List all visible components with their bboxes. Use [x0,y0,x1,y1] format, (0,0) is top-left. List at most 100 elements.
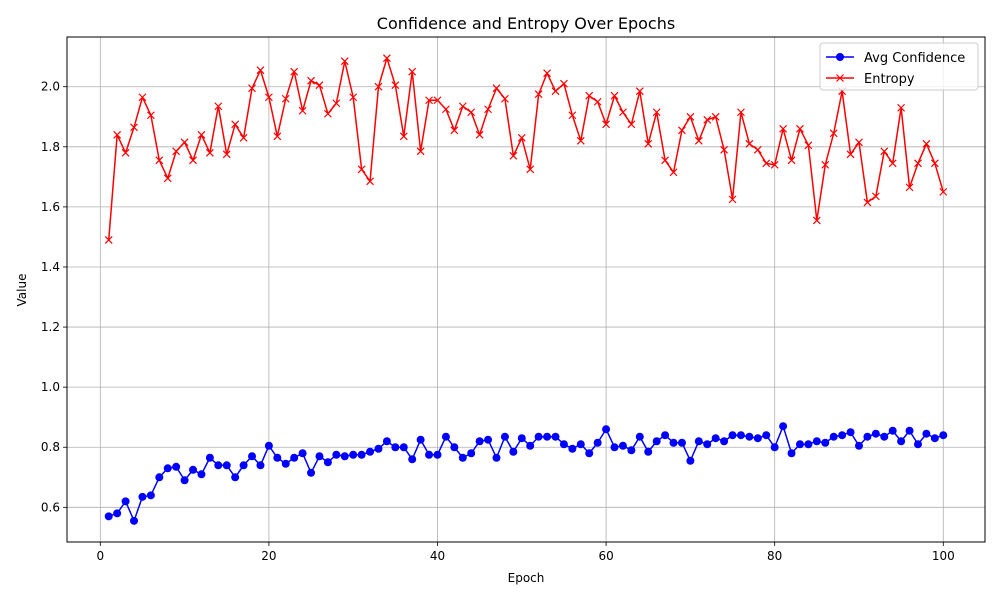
data-point [930,434,939,443]
data-point [593,97,602,106]
data-point [762,159,771,168]
y-axis: 0.6 0.8 1.0 1.2 1.4 1.6 1.8 2.0 [41,80,67,514]
data-point [307,468,316,477]
data-point [914,159,922,168]
data-point [391,443,400,452]
data-point [871,192,880,201]
y-tick-label: 1.6 [41,200,60,214]
data-point [560,79,568,88]
data-point [728,431,737,440]
data-point [298,449,307,458]
data-point [441,105,450,114]
data-point [686,112,695,121]
data-point [264,441,273,450]
data-point [711,434,720,443]
data-point [635,87,644,96]
data-point [366,177,374,186]
series-layer [104,54,948,525]
data-point [863,198,872,207]
data-point [332,99,341,108]
data-point [189,465,198,474]
data-point [458,453,467,462]
data-point [551,87,560,96]
data-point [762,431,771,440]
data-point [113,130,122,139]
data-point [559,440,568,449]
data-point [281,459,290,468]
data-point [669,438,678,447]
data-point [745,139,754,148]
data-point [138,93,147,102]
data-point [399,132,408,141]
series-line [107,57,944,240]
data-point [290,453,299,462]
data-point [720,145,729,154]
data-point [323,109,332,118]
data-point [281,94,290,103]
data-point [450,126,459,135]
data-point [172,462,181,471]
x-tick-label: 20 [261,549,276,563]
data-point [222,461,231,470]
data-point [888,159,897,168]
data-point [399,443,408,452]
data-point [627,120,636,129]
data-point [534,90,543,99]
data-point [880,432,889,441]
legend-box [819,42,979,91]
data-point [315,81,324,90]
data-point [492,453,501,462]
data-point [821,160,830,169]
data-point [905,183,914,192]
data-point [340,452,349,461]
data-point [880,147,889,156]
data-point [779,124,788,133]
data-point [197,130,206,139]
data-point [610,443,619,452]
data-point [214,102,223,111]
data-point [332,450,341,459]
data-point [104,236,113,244]
data-point [433,450,442,459]
data-point [635,432,644,441]
data-point [678,126,686,135]
y-tick-label: 0.8 [41,440,60,454]
data-point [585,91,594,100]
data-point [897,103,906,112]
data-point [939,187,948,196]
data-point [661,156,670,165]
data-point [526,165,535,174]
data-point [248,452,257,461]
data-point [753,145,762,154]
data-point [711,112,720,121]
data-point [264,93,273,102]
data-point [146,491,155,500]
data-point [787,156,796,165]
data-point [930,159,939,168]
data-point [357,450,366,459]
data-point [484,105,492,114]
data-point [619,108,627,117]
data-point [492,84,501,93]
data-point [467,449,476,458]
data-point [231,120,240,129]
data-point [694,437,703,446]
data-point [770,160,779,169]
data-point [551,432,560,441]
x-axis: 0 20 40 60 80 100 [96,542,955,563]
data-point [475,437,484,446]
data-point [568,111,577,120]
legend-item: Entropy [826,72,915,87]
data-point [728,195,737,204]
data-point [694,136,703,145]
y-axis-label: Value [15,274,29,307]
data-point [796,124,804,133]
data-point [180,476,189,485]
data-point [753,434,762,443]
data-point [602,120,611,129]
data-point [821,438,830,447]
data-point [703,115,712,124]
plot-frame [66,36,986,543]
series-line [108,425,944,522]
